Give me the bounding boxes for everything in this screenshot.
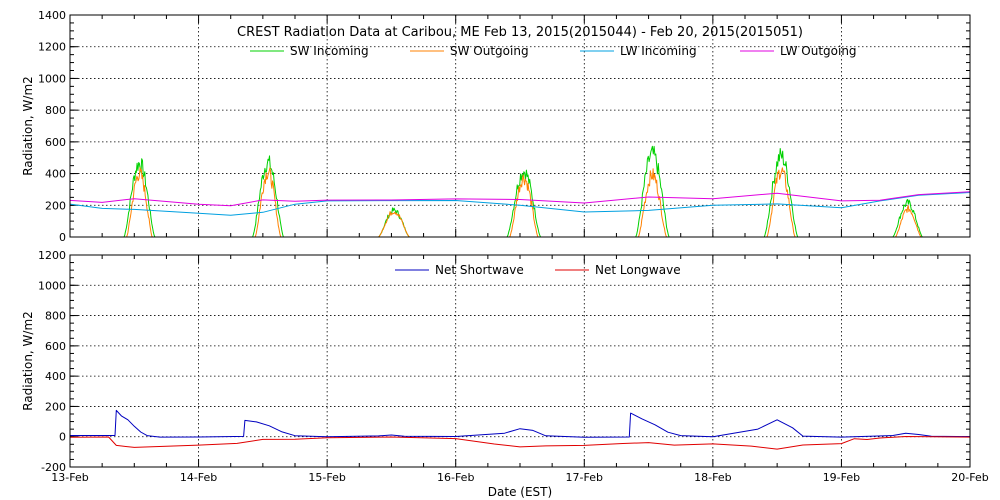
legend-label: LW Incoming: [620, 44, 697, 58]
x-axis-label: Date (EST): [488, 485, 552, 499]
y-tick-label: 1200: [38, 249, 66, 262]
x-tick-label: 18-Feb: [694, 471, 731, 484]
x-tick-label: 15-Feb: [308, 471, 345, 484]
x-tick-label: 16-Feb: [437, 471, 474, 484]
y-tick-label: 1000: [38, 279, 66, 292]
y-tick-label: 200: [45, 199, 66, 212]
y-tick-label: 800: [45, 104, 66, 117]
y-tick-label: 400: [45, 168, 66, 181]
y-tick-label: -200: [41, 461, 66, 474]
chart-title: CREST Radiation Data at Caribou, ME Feb …: [237, 25, 803, 40]
y-axis-label: Radiation, W/m2: [21, 311, 35, 411]
legend-label: SW Outgoing: [450, 44, 529, 58]
series-line-net-shortwave: [70, 409, 971, 438]
series-line-sw-incoming: [70, 145, 970, 238]
lower-panel: -200 0 200 400 600 800 1000 1200 13-Feb 14-Feb 15-…: [21, 249, 989, 499]
y-tick-label: 600: [45, 136, 66, 149]
y-tick-label: 0: [59, 431, 66, 444]
y-tick-label: 400: [45, 370, 66, 383]
x-tick-label: 17-Feb: [566, 471, 603, 484]
y-tick-label: 600: [45, 340, 66, 353]
y-tick-label: 1400: [38, 9, 66, 22]
legend-label: SW Incoming: [290, 44, 369, 58]
x-tick-label: 19-Feb: [823, 471, 860, 484]
plot-frame: [69, 14, 971, 238]
legend-label: Net Shortwave: [435, 263, 524, 277]
x-tick-label: 13-Feb: [51, 471, 88, 484]
x-tick-label: 14-Feb: [180, 471, 217, 484]
series-line-lw-incoming: [69, 192, 971, 216]
y-tick-label: 0: [59, 231, 66, 244]
series-line-sw-outgoing: [70, 167, 970, 238]
x-tick-label: 20-Feb: [951, 471, 988, 484]
y-tick-label: 1000: [38, 72, 66, 85]
y-tick-label: 800: [45, 310, 66, 323]
y-tick-label: 1200: [38, 41, 66, 54]
legend-label: LW Outgoing: [780, 44, 857, 58]
upper-panel: 0 200 400 600 800 1000 1200 1400 SW Incoming SW O…: [21, 9, 971, 244]
y-axis-label: Radiation, W/m2: [21, 76, 35, 176]
legend-label: Net Longwave: [595, 263, 681, 277]
series-line-lw-outgoing: [69, 191, 971, 207]
plot-frame: [69, 254, 971, 468]
y-tick-label: 200: [45, 400, 66, 413]
series-line-net-longwave: [69, 436, 971, 450]
